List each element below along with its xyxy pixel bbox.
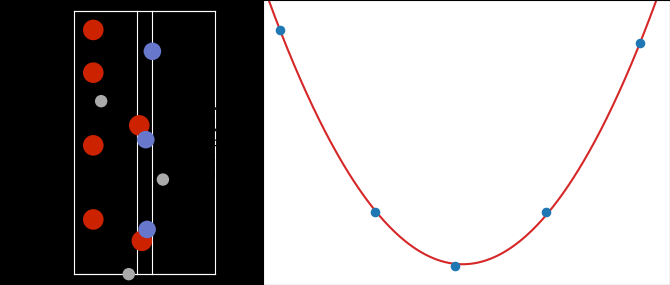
Point: [141, 137, 151, 142]
Point: [147, 49, 157, 54]
Point: [96, 99, 107, 103]
Point: [137, 239, 147, 243]
Point: [134, 123, 145, 128]
Point: [541, 209, 551, 214]
Point: [88, 28, 98, 32]
Point: [635, 41, 646, 46]
Point: [275, 28, 286, 32]
Y-axis label: energy [eV]: energy [eV]: [206, 106, 218, 179]
Point: [88, 143, 98, 148]
Point: [370, 209, 381, 214]
Point: [157, 177, 168, 182]
Point: [123, 272, 134, 276]
Point: [88, 70, 98, 75]
Point: [88, 217, 98, 222]
Point: [449, 263, 460, 268]
Point: [142, 227, 153, 232]
